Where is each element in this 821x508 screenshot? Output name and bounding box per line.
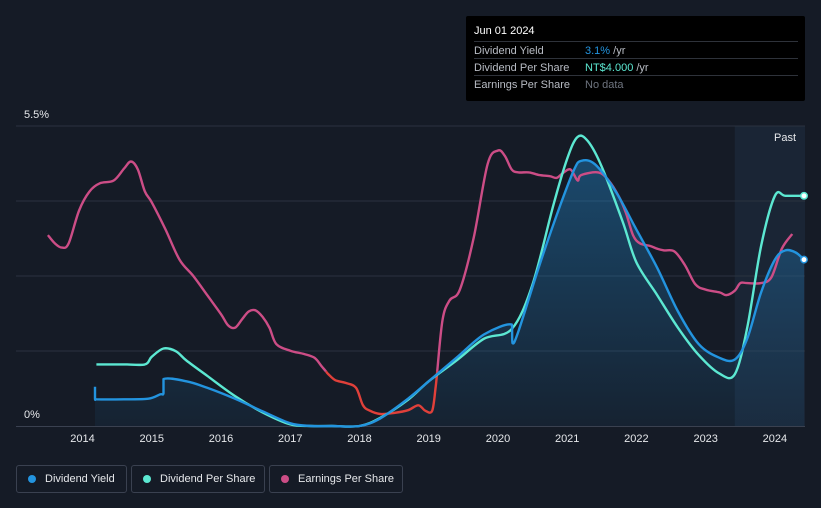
dividend-yield-area: [95, 160, 804, 427]
y-tick-label-max: 5.5%: [24, 109, 50, 121]
legend-item-dividend-per-share[interactable]: Dividend Per Share: [131, 465, 265, 493]
x-tick-label: 2015: [139, 433, 165, 445]
tooltip-label: Dividend Per Share: [474, 62, 570, 74]
x-tick-label: 2020: [485, 433, 511, 445]
x-tick-label: 2017: [278, 433, 303, 445]
tooltip-row-earnings-per-share: Earnings Per Share No data: [474, 75, 798, 93]
tooltip-value-number: NT$4.000: [585, 62, 634, 74]
tooltip-label: Earnings Per Share: [474, 79, 570, 91]
legend-label: Earnings Per Share: [298, 473, 394, 485]
dividend-per-share-dot-icon: [143, 475, 151, 483]
earnings-per-share-line: [46, 160, 327, 373]
legend-label: Dividend Yield: [45, 473, 115, 485]
dividend-yield-end-marker: [800, 255, 808, 264]
x-tick-label: 2018: [347, 433, 372, 445]
tooltip-panel: Jun 01 2024 Dividend Yield 3.1% /yr Divi…: [466, 16, 805, 101]
dividend-per-share-line: [96, 134, 804, 428]
tooltip-value: NT$4.000 /yr: [585, 62, 649, 74]
tooltip-date: Jun 01 2024: [474, 25, 535, 37]
earnings-per-share-line: [325, 370, 439, 416]
x-tick-label: 2014: [70, 433, 95, 445]
x-tick-label: 2022: [624, 433, 649, 445]
tooltip-value: 3.1% /yr: [585, 45, 625, 57]
dividend-per-share-end-marker: [800, 191, 808, 200]
x-tick-label: 2019: [416, 433, 441, 445]
tooltip-value: No data: [585, 79, 624, 91]
tooltip-row-dividend-per-share: Dividend Per Share NT$4.000 /yr: [474, 58, 798, 76]
tooltip-value-unit: /yr: [633, 62, 649, 74]
legend-label: Dividend Per Share: [160, 473, 256, 485]
tooltip-row-dividend-yield: Dividend Yield 3.1% /yr: [474, 41, 798, 59]
y-tick-label-zero: 0%: [24, 409, 40, 421]
tooltip-value-number: 3.1%: [585, 45, 611, 57]
past-label: Past: [774, 132, 797, 144]
tooltip-value-unit: /yr: [610, 45, 626, 57]
tooltip-label: Dividend Yield: [474, 45, 544, 57]
x-tick-label: 2024: [762, 433, 788, 445]
legend-item-earnings-per-share[interactable]: Earnings Per Share: [269, 465, 403, 493]
legend-item-dividend-yield[interactable]: Dividend Yield: [16, 465, 127, 493]
dividend-yield-dot-icon: [28, 475, 36, 483]
dividend-yield-line: [93, 159, 805, 428]
x-tick-label: 2023: [693, 433, 718, 445]
earnings-per-share-dot-icon: [281, 475, 289, 483]
x-tick-label: 2021: [554, 433, 580, 445]
x-tick-label: 2016: [208, 433, 234, 445]
